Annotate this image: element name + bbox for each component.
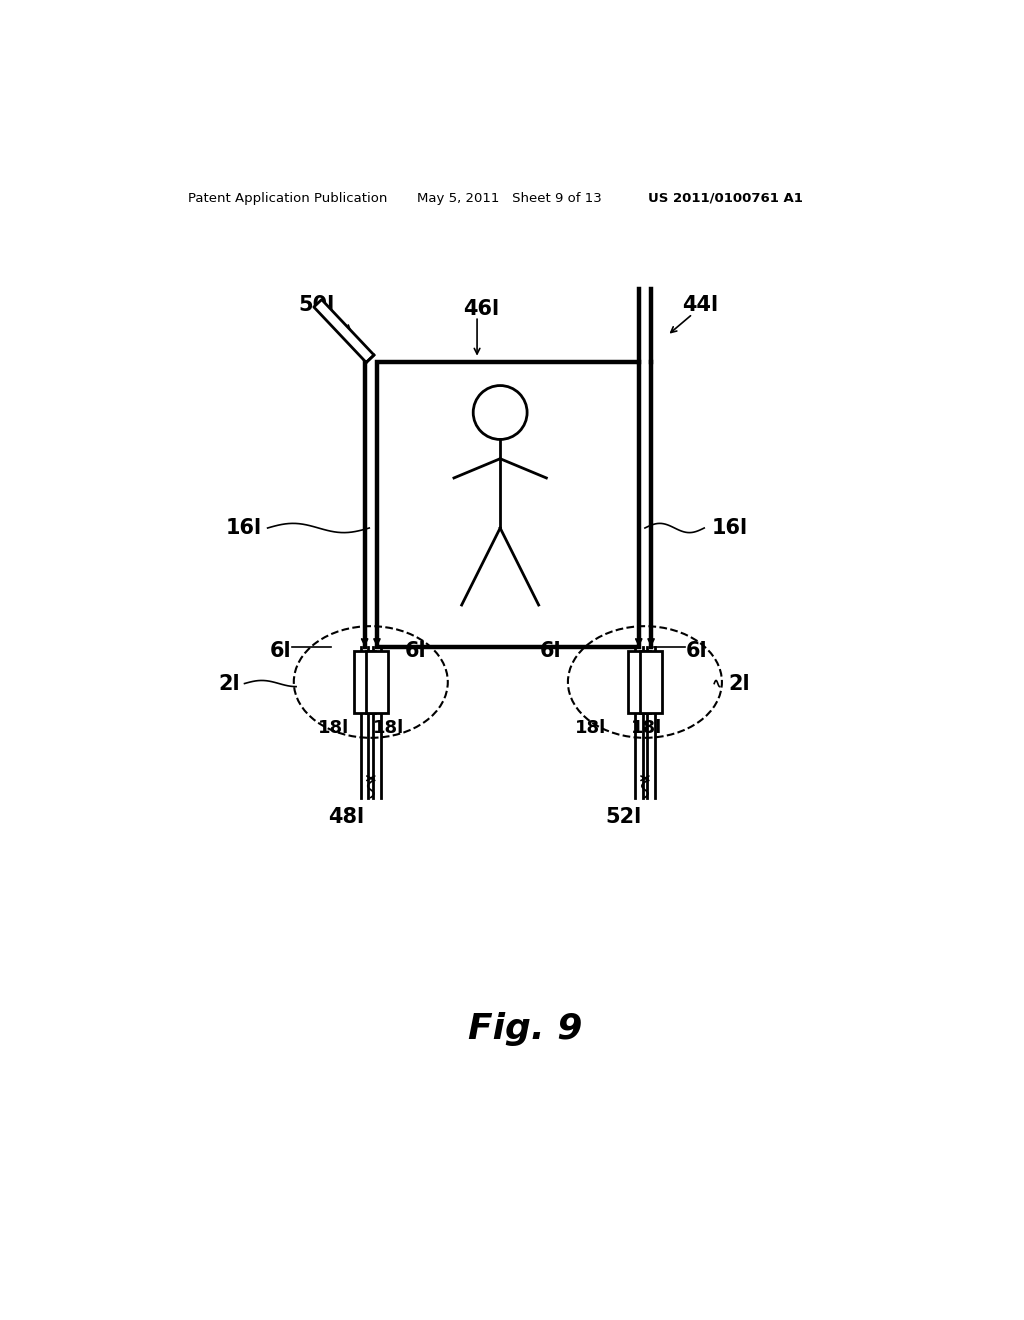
Bar [628, 651, 649, 713]
Bar [640, 651, 662, 713]
Text: 16l: 16l [712, 517, 749, 539]
Bar [367, 651, 388, 713]
Text: 18l: 18l [317, 719, 349, 737]
Text: 18l: 18l [631, 719, 663, 737]
Bar [377, 363, 639, 647]
Text: 18l: 18l [373, 719, 404, 737]
Text: 2l: 2l [218, 673, 240, 693]
Text: 6l: 6l [270, 642, 292, 661]
Text: 18l: 18l [575, 719, 606, 737]
Text: 44l: 44l [682, 294, 719, 314]
Text: Fig. 9: Fig. 9 [468, 1011, 582, 1045]
Circle shape [473, 385, 527, 440]
Text: 46l: 46l [463, 298, 499, 318]
Text: 48l: 48l [328, 807, 365, 826]
Text: 6l: 6l [540, 642, 561, 661]
Text: Patent Application Publication: Patent Application Publication [188, 191, 388, 205]
Bar [354, 651, 376, 713]
Text: 50l: 50l [299, 294, 335, 314]
Text: May 5, 2011   Sheet 9 of 13: May 5, 2011 Sheet 9 of 13 [417, 191, 602, 205]
Text: 16l: 16l [225, 517, 261, 539]
Text: 6l: 6l [404, 642, 426, 661]
Text: 6l: 6l [686, 642, 708, 661]
Polygon shape [313, 300, 374, 363]
Text: 52l: 52l [605, 807, 641, 826]
Text: US 2011/0100761 A1: US 2011/0100761 A1 [648, 191, 803, 205]
Text: 2l: 2l [728, 673, 750, 693]
